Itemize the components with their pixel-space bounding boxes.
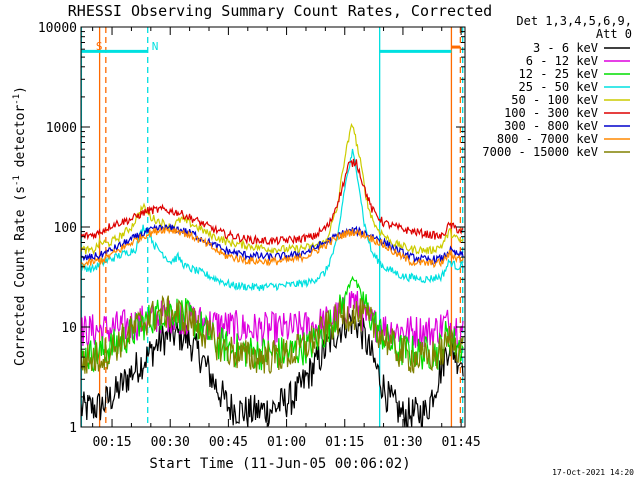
x-tick-label: 01:00 bbox=[267, 435, 306, 450]
legend-header-detectors: Det 1,3,4,5,6,9, bbox=[516, 14, 632, 28]
flag-letter: S bbox=[96, 40, 103, 53]
x-axis-label: Start Time (11-Jun-05 00:06:02) bbox=[149, 456, 410, 472]
series-line bbox=[81, 158, 464, 246]
y-tick-label: 10 bbox=[61, 321, 77, 336]
x-tick-label: 00:30 bbox=[151, 435, 190, 450]
legend-entry-label: 800 - 7000 keV bbox=[497, 132, 598, 146]
y-axis-label-part: ) bbox=[13, 86, 28, 94]
y-axis-label-part: Corrected Count Rate (s bbox=[13, 186, 28, 366]
series-line bbox=[81, 148, 464, 292]
legend-entry-label: 6 - 12 keV bbox=[526, 54, 598, 68]
y-tick-label: 1 bbox=[69, 421, 77, 436]
legend-entry-label: 50 - 100 keV bbox=[511, 93, 598, 107]
chart-title: RHESSI Observing Summary Count Rates, Co… bbox=[68, 2, 492, 20]
y-tick-label: 100 bbox=[54, 221, 77, 236]
legend-entry-label: 300 - 800 keV bbox=[504, 119, 598, 133]
legend-entry-label: 3 - 6 keV bbox=[533, 41, 598, 55]
y-tick-label: 1000 bbox=[46, 121, 77, 136]
series-line bbox=[81, 227, 464, 270]
legend-entry-label: 12 - 25 keV bbox=[519, 67, 598, 81]
flag-letter: N bbox=[152, 40, 159, 53]
axes: 1 10 100 1000 10000 00:15 00:30 00:45 01:00 01:15… bbox=[38, 21, 481, 450]
legend-entry-label: 7000 - 15000 keV bbox=[482, 145, 598, 159]
x-tick-label: 01:30 bbox=[383, 435, 422, 450]
y-axis-label-sup: -1 bbox=[12, 175, 22, 186]
series-line bbox=[81, 310, 464, 427]
y-axis-label-part: detector bbox=[13, 105, 28, 176]
observing-markers bbox=[81, 27, 464, 427]
series-lines bbox=[81, 122, 464, 427]
x-tick-label: 01:15 bbox=[325, 435, 364, 450]
x-tick-label: 00:45 bbox=[209, 435, 248, 450]
y-axis-label: Corrected Count Rate (s-1 detector-1) bbox=[12, 86, 28, 366]
series-line bbox=[81, 122, 464, 256]
legend-entry-label: 100 - 300 keV bbox=[504, 106, 598, 120]
legend-entry-label: 25 - 50 keV bbox=[519, 80, 598, 94]
y-axis-label-sup: -1 bbox=[12, 94, 22, 105]
x-tick-label: 00:15 bbox=[92, 435, 131, 450]
y-tick-label: 10000 bbox=[38, 21, 77, 36]
legend-header-attenuator: Att 0 bbox=[596, 27, 632, 41]
x-tick-label: 01:45 bbox=[442, 435, 481, 450]
footer-timestamp: 17-Oct-2021 14:20 bbox=[552, 468, 634, 477]
series-line bbox=[81, 294, 464, 375]
